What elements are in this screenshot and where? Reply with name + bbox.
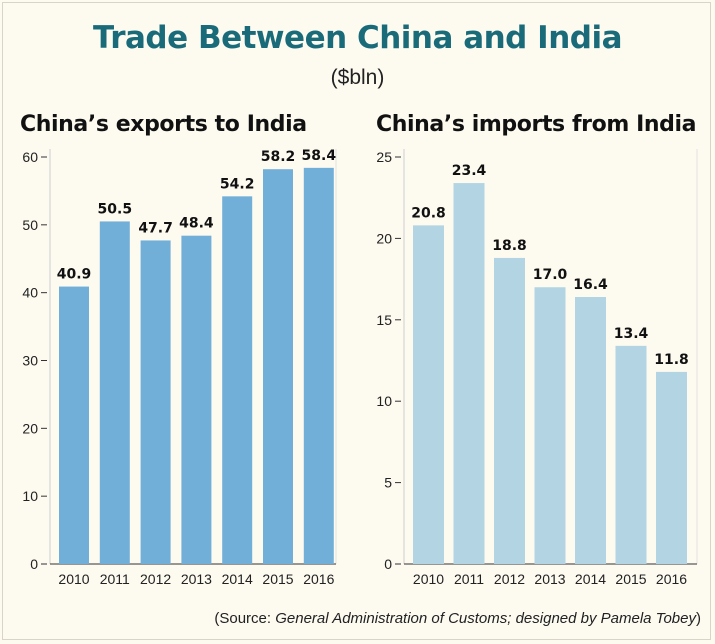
exports-x-label-2015: 2015	[262, 571, 293, 587]
imports-bar-2011	[453, 183, 485, 564]
exports-value-label-2015: 58.2	[261, 149, 296, 165]
exports-ytick-label: 50	[22, 217, 38, 233]
imports-bar-2010	[413, 225, 444, 564]
exports-value-label-2012: 47.7	[138, 220, 173, 236]
exports-x-label-2012: 2012	[140, 571, 171, 587]
exports-x-label-2010: 2010	[58, 571, 89, 587]
imports-bar-2016	[656, 371, 687, 564]
exports-ytick-label: 40	[22, 285, 38, 301]
imports-x-label-2015: 2015	[615, 571, 646, 587]
imports-bar-2012	[494, 257, 525, 564]
exports-bar-2015	[263, 169, 293, 564]
exports-ytick-label: 10	[22, 488, 38, 504]
exports-value-label-2010: 40.9	[57, 267, 92, 283]
exports-bar-2011	[99, 221, 130, 565]
exports-x-label-2011: 2011	[100, 571, 130, 587]
imports-ytick-label: 25	[376, 149, 392, 165]
imports-value-label-2011: 23.4	[452, 163, 487, 179]
imports-x-label-2010: 2010	[413, 571, 444, 587]
imports-value-label-2012: 18.8	[492, 238, 527, 254]
imports-ytick-label: 5	[384, 475, 392, 491]
exports-bar-2013	[181, 235, 212, 565]
exports-ytick-label: 30	[22, 353, 38, 369]
imports-bar-2015	[615, 345, 647, 564]
exports-value-label-2011: 50.5	[98, 201, 133, 217]
exports-bar-2010	[59, 286, 89, 564]
imports-panel-title: China’s imports from India	[376, 112, 697, 137]
source-org: General Administration of Customs; desig…	[275, 610, 696, 627]
exports-panel-title: China’s exports to India	[20, 112, 307, 137]
imports-x-label-2012: 2012	[494, 571, 525, 587]
exports-ytick-label: 60	[22, 149, 38, 165]
chart-subtitle: ($bln)	[330, 66, 385, 89]
exports-value-label-2014: 54.2	[220, 176, 255, 192]
exports-ytick-label: 0	[30, 556, 38, 572]
imports-x-label-2014: 2014	[575, 571, 606, 587]
imports-ytick-label: 15	[376, 312, 392, 328]
exports-value-label-2013: 48.4	[179, 216, 214, 232]
imports-value-label-2015: 13.4	[614, 326, 649, 342]
imports-value-label-2010: 20.8	[411, 205, 446, 221]
imports-value-label-2014: 16.4	[573, 277, 608, 293]
chart-title: Trade Between China and India	[92, 20, 623, 56]
imports-bar-2013	[534, 287, 566, 564]
exports-bar-2014	[222, 196, 253, 565]
imports-ytick-label: 0	[384, 556, 392, 572]
imports-x-label-2011: 2011	[454, 571, 484, 587]
exports-x-label-2016: 2016	[303, 571, 334, 587]
exports-ytick-label: 20	[22, 420, 38, 436]
imports-bar-2014	[575, 297, 606, 564]
imports-value-label-2016: 11.8	[654, 352, 689, 368]
exports-x-label-2014: 2014	[222, 571, 253, 587]
source-note: (Source: General Administration of Custo…	[214, 610, 701, 627]
imports-ytick-label: 20	[376, 230, 392, 246]
imports-x-label-2016: 2016	[656, 571, 687, 587]
exports-bar-2012	[140, 240, 171, 564]
exports-value-label-2016: 58.4	[302, 148, 337, 164]
exports-x-label-2013: 2013	[181, 571, 212, 587]
exports-bar-2016	[303, 167, 334, 564]
imports-ytick-label: 10	[376, 393, 392, 409]
imports-x-label-2013: 2013	[534, 571, 565, 587]
imports-value-label-2013: 17.0	[533, 267, 568, 283]
